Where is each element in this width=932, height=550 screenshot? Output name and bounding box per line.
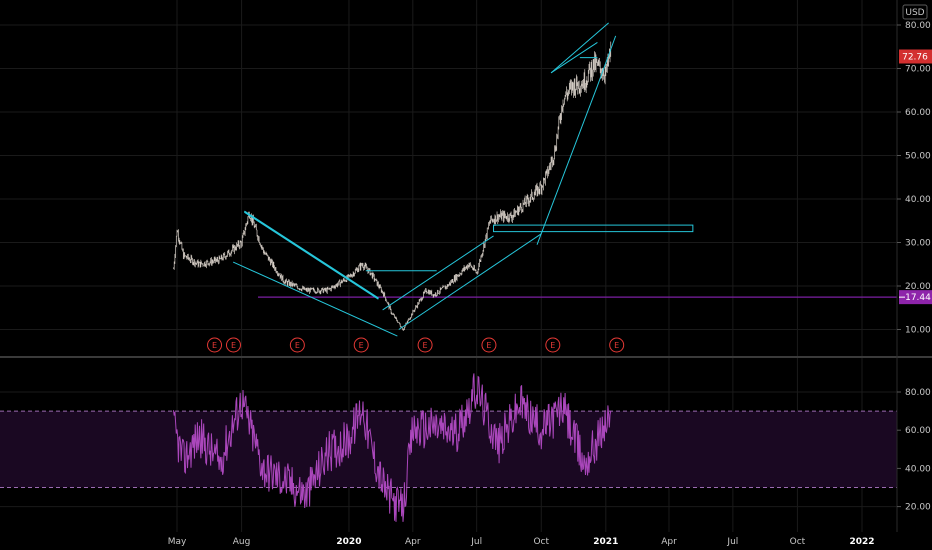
earnings-circle <box>289 337 305 353</box>
time-tick-label: 2020 <box>336 537 361 547</box>
trendline[interactable] <box>398 233 542 330</box>
earnings-circle <box>609 337 625 353</box>
earnings-circle <box>481 337 497 353</box>
rsi-line[interactable] <box>173 373 612 522</box>
rsi-tick-label: 80.00 <box>905 388 931 398</box>
trendline[interactable] <box>243 210 379 299</box>
trendline[interactable] <box>550 22 609 74</box>
price-tick-label: 60.00 <box>905 108 931 118</box>
time-tick-label: 2021 <box>593 537 618 547</box>
price-tick-label: 30.00 <box>905 239 931 249</box>
currency-text: USD <box>905 8 924 18</box>
earnings-marker[interactable]: E <box>417 337 433 353</box>
price-tick-label: 80.00 <box>905 21 931 31</box>
earnings-marker[interactable]: E <box>353 337 369 353</box>
earnings-marker[interactable]: E <box>207 337 223 353</box>
last-price-label: 72.76 <box>902 52 928 62</box>
price-tick-label: 50.00 <box>905 152 931 162</box>
price-axis[interactable]: 80.00 70.00 60.00 50.00 40.00 30.00 20.00 10.00 <box>896 0 931 532</box>
price-tick-label: 40.00 <box>905 195 931 205</box>
earnings-label: E <box>423 341 428 350</box>
earnings-circle <box>353 337 369 353</box>
time-tick-label: Oct <box>790 537 806 547</box>
rsi-tick-label: 20.00 <box>905 503 931 513</box>
earnings-label: E <box>550 341 555 350</box>
time-tick-label: Jul <box>470 537 482 547</box>
trendline[interactable] <box>536 85 598 245</box>
earnings-marker[interactable]: E <box>481 337 497 353</box>
earnings-label: E <box>486 341 491 350</box>
rsi-axis[interactable]: 80.00 60.00 40.00 20.00 <box>897 388 931 513</box>
earnings-label: E <box>295 341 300 350</box>
trendline[interactable] <box>550 41 598 74</box>
time-tick-label: 2022 <box>849 537 874 547</box>
earnings-label: E <box>359 341 364 350</box>
time-tick-label: May <box>168 537 187 547</box>
time-tick-label: Apr <box>405 537 421 547</box>
earnings-label: E <box>212 341 217 350</box>
earnings-circle <box>225 337 241 353</box>
earnings-marker[interactable]: E <box>545 337 561 353</box>
support-price-label: 17.44 <box>905 293 931 303</box>
support-price-tag <box>899 290 932 305</box>
rsi-pane[interactable] <box>0 373 897 522</box>
earnings-marker[interactable]: E <box>289 337 305 353</box>
earnings-circle <box>417 337 433 353</box>
trendline[interactable] <box>596 35 617 87</box>
earnings-marker[interactable]: E <box>609 337 625 353</box>
zone-rectangle[interactable] <box>493 224 694 233</box>
earnings-circle <box>545 337 561 353</box>
time-tick-label: Aug <box>233 537 251 547</box>
price-tick-label: 10.00 <box>905 326 931 336</box>
rsi-tick-label: 60.00 <box>905 426 931 436</box>
time-tick-label: Jul <box>726 537 738 547</box>
earnings-circle <box>207 337 223 353</box>
rsi-tick-label: 40.00 <box>905 464 931 474</box>
trendline[interactable] <box>232 261 398 337</box>
time-axis[interactable]: May Aug 2020 Apr Jul Oct 2021 Apr Jul Oct 2022 <box>168 537 875 547</box>
last-price-tag <box>899 49 932 64</box>
trendline[interactable] <box>382 235 494 311</box>
currency-label[interactable]: USD <box>902 4 928 20</box>
time-tick-label: Apr <box>661 537 677 547</box>
earnings-label: E <box>614 341 619 350</box>
price-tick-label: 20.00 <box>905 282 931 292</box>
time-tick-label: Oct <box>533 537 549 547</box>
trendline[interactable] <box>243 211 379 300</box>
price-tags: 72.76 17.44 <box>899 49 932 305</box>
earnings-label: E <box>231 341 236 350</box>
earnings-marker[interactable]: E <box>225 337 241 353</box>
price-tick-label: 70.00 <box>905 65 931 75</box>
rsi-band <box>0 411 897 488</box>
